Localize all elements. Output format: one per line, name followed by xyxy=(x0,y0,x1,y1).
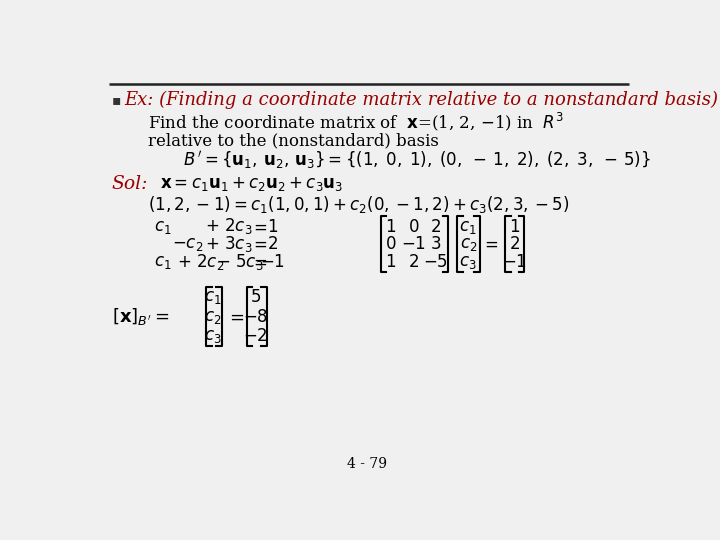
Text: $(1, 2, -1) = c_1(1, 0, 1) + c_2(0, -1, 2) + c_3(2, 3, -5)$: $(1, 2, -1) = c_1(1, 0, 1) + c_2(0, -1, … xyxy=(148,194,570,215)
Text: ▪: ▪ xyxy=(112,93,121,107)
Text: $[\mathbf{x}]_{B^\prime} =$: $[\mathbf{x}]_{B^\prime} =$ xyxy=(112,306,169,327)
Text: $2$: $2$ xyxy=(430,218,441,235)
Text: $=$: $=$ xyxy=(226,308,245,326)
Text: $c_3$: $c_3$ xyxy=(204,327,221,345)
Text: $+\ 3c_3$: $+\ 3c_3$ xyxy=(204,234,252,254)
Text: $+\ 2c_3$: $+\ 2c_3$ xyxy=(204,217,252,237)
Text: Ex: (Finding a coordinate matrix relative to a nonstandard basis): Ex: (Finding a coordinate matrix relativ… xyxy=(124,91,718,109)
Text: $=$: $=$ xyxy=(251,218,268,235)
Text: $5$: $5$ xyxy=(251,288,261,306)
Text: $c_3$: $c_3$ xyxy=(459,253,477,271)
Text: $c_1$: $c_1$ xyxy=(154,218,172,235)
Text: $c_2$: $c_2$ xyxy=(459,235,477,253)
Text: Sol:: Sol: xyxy=(112,175,148,193)
Text: $-1$: $-1$ xyxy=(261,253,286,271)
Text: $1$: $1$ xyxy=(385,253,396,271)
Text: $-2$: $-2$ xyxy=(243,327,269,345)
Text: $+\ 2c_2$: $+\ 2c_2$ xyxy=(177,252,224,272)
Text: $1$: $1$ xyxy=(509,218,521,235)
Text: $c_1$: $c_1$ xyxy=(204,288,221,306)
Text: $2$: $2$ xyxy=(509,235,521,253)
Text: $\mathit{B}\,' = \{\mathbf{u}_1,\, \mathbf{u}_2,\, \mathbf{u}_3\}=\{(1,\;0,\;1),: $\mathit{B}\,' = \{\mathbf{u}_1,\, \math… xyxy=(183,149,651,171)
Text: $=$: $=$ xyxy=(481,235,498,253)
Text: $3$: $3$ xyxy=(430,235,441,253)
Text: $-1$: $-1$ xyxy=(502,253,527,271)
Text: $c_1$: $c_1$ xyxy=(154,253,172,271)
Text: $\mathbf{x} = c_1\mathbf{u}_1 + c_2\mathbf{u}_2 + c_3\mathbf{u}_3$: $\mathbf{x} = c_1\mathbf{u}_1 + c_2\math… xyxy=(160,175,343,193)
Text: $-8$: $-8$ xyxy=(243,308,269,326)
Text: $c_2$: $c_2$ xyxy=(204,308,221,326)
Text: $-\ 5c_3$: $-\ 5c_3$ xyxy=(216,252,264,272)
Text: $=$: $=$ xyxy=(251,235,268,253)
Text: $1$: $1$ xyxy=(385,218,396,235)
Text: $0$: $0$ xyxy=(385,235,397,253)
Text: $=$: $=$ xyxy=(251,253,268,271)
Text: $-5$: $-5$ xyxy=(423,253,448,271)
Text: $-c_2$: $-c_2$ xyxy=(172,235,204,253)
Text: $-1$: $-1$ xyxy=(402,235,426,253)
Text: $2$: $2$ xyxy=(408,253,420,271)
Text: relative to the (nonstandard) basis: relative to the (nonstandard) basis xyxy=(148,132,439,150)
Text: $c_1$: $c_1$ xyxy=(459,218,477,235)
Text: $1$: $1$ xyxy=(266,218,278,235)
Text: 4 - 79: 4 - 79 xyxy=(348,457,387,471)
Text: Find the coordinate matrix of  $\mathbf{x}$=(1, 2, $-$1) in  $\mathit{R}^3$: Find the coordinate matrix of $\mathbf{x… xyxy=(148,111,564,133)
Text: $0$: $0$ xyxy=(408,218,420,235)
Text: $2$: $2$ xyxy=(266,235,278,253)
